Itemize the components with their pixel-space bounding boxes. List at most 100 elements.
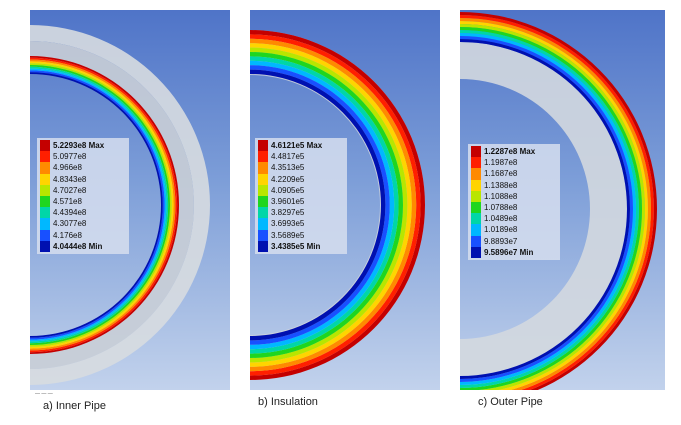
legend-row: 9.8893e7 <box>471 235 557 247</box>
legend-swatch <box>258 240 268 252</box>
legend-swatch <box>40 140 50 152</box>
legend-row: 3.8297e5 <box>258 207 344 219</box>
legend-swatch <box>471 224 481 236</box>
legend-level-value: 3.6993e5 <box>271 219 305 229</box>
legend-row: 5.2293e8 Max <box>40 140 126 152</box>
legend-swatch <box>258 229 268 241</box>
legend-level-value: 4.966e8 <box>53 163 82 173</box>
legend-swatch <box>471 179 481 191</box>
legend-row: 3.4385e5 Min <box>258 240 344 252</box>
legend-level-value: 9.8893e7 <box>484 236 518 246</box>
legend-inner-pipe: 5.2293e8 Max 5.0977e8 4.966e8 4.8343e8 4.702… <box>37 138 129 254</box>
legend-row: 1.0788e8 <box>471 201 557 214</box>
legend-swatch <box>40 240 50 252</box>
legend-row: 4.3513e5 <box>258 162 344 174</box>
legend-row: 4.2209e5 <box>258 173 344 185</box>
insulation-ring-ghost <box>460 42 627 376</box>
legend-swatch <box>258 173 268 185</box>
caption-inner-pipe: a) Inner Pipe <box>43 400 106 412</box>
legend-row: 4.571e8 <box>40 195 126 208</box>
legend-swatch <box>471 190 481 202</box>
legend-row: 4.4394e8 <box>40 207 126 219</box>
legend-level-value: 4.571e8 <box>53 196 82 206</box>
scale-bar-fragment: — — — <box>35 391 53 397</box>
legend-swatch <box>471 157 481 169</box>
legend-level-value: 1.0788e8 <box>484 202 518 212</box>
legend-level-value: 4.3513e5 <box>271 163 305 173</box>
contour-panel-inner-pipe: 5.2293e8 Max 5.0977e8 4.966e8 4.8343e8 4.702… <box>30 10 230 390</box>
legend-level-value: 4.7027e8 <box>53 185 87 195</box>
legend-min-value: 3.4385e5 Min <box>271 241 321 251</box>
legend-row: 9.5896e7 Min <box>471 246 557 258</box>
legend-row: 4.8343e8 <box>40 173 126 185</box>
legend-swatch <box>40 162 50 174</box>
legend-swatch <box>40 218 50 230</box>
legend-level-value: 3.9601e5 <box>271 196 305 206</box>
legend-level-value: 3.8297e5 <box>271 208 305 218</box>
legend-level-value: 4.0905e5 <box>271 185 305 195</box>
legend-row: 3.6993e5 <box>258 218 344 230</box>
legend-swatch <box>258 151 268 163</box>
legend-swatch <box>40 195 50 208</box>
legend-swatch <box>40 184 50 196</box>
legend-outer-pipe: 1.2287e8 Max 1.1987e8 1.1687e8 1.1388e8 1.10… <box>468 144 560 260</box>
legend-row: 4.3077e8 <box>40 218 126 230</box>
legend-row: 1.1388e8 <box>471 179 557 191</box>
legend-row: 1.1088e8 <box>471 190 557 202</box>
legend-level-value: 5.0977e8 <box>53 152 87 162</box>
legend-row: 4.4817e5 <box>258 151 344 163</box>
legend-swatch <box>471 213 481 225</box>
legend-level-value: 4.2209e5 <box>271 174 305 184</box>
legend-row: 1.1687e8 <box>471 168 557 180</box>
legend-row: 3.5689e5 <box>258 229 344 241</box>
legend-level-value: 1.0189e8 <box>484 225 518 235</box>
legend-swatch <box>40 229 50 241</box>
legend-row: 4.6121e5 Max <box>258 140 344 152</box>
legend-row: 4.966e8 <box>40 162 126 174</box>
legend-max-value: 1.2287e8 Max <box>484 147 536 156</box>
legend-swatch <box>258 218 268 230</box>
legend-level-value: 1.1987e8 <box>484 158 518 168</box>
legend-swatch <box>258 140 268 152</box>
legend-level-value: 4.4394e8 <box>53 208 87 218</box>
legend-swatch <box>40 207 50 219</box>
contour-plot-outer-pipe <box>460 12 657 390</box>
legend-level-value: 4.176e8 <box>53 230 82 240</box>
legend-swatch <box>471 246 481 258</box>
legend-row: 1.1987e8 <box>471 157 557 169</box>
legend-swatch <box>471 168 481 180</box>
legend-row: 4.0905e5 <box>258 184 344 196</box>
legend-level-value: 4.4817e5 <box>271 152 305 162</box>
legend-row: 1.2287e8 Max <box>471 146 557 158</box>
legend-row: 5.0977e8 <box>40 151 126 163</box>
legend-swatch <box>40 173 50 185</box>
legend-row: 1.0189e8 <box>471 224 557 236</box>
legend-swatch <box>258 162 268 174</box>
legend-row: 1.0489e8 <box>471 213 557 225</box>
caption-outer-pipe: c) Outer Pipe <box>478 396 543 408</box>
legend-max-value: 5.2293e8 Max <box>53 141 105 150</box>
legend-min-value: 9.5896e7 Min <box>484 247 534 257</box>
contour-panel-outer-pipe: 1.2287e8 Max 1.1987e8 1.1687e8 1.1388e8 1.10… <box>460 10 665 390</box>
legend-row: 4.176e8 <box>40 229 126 241</box>
legend-level-value: 4.3077e8 <box>53 219 87 229</box>
legend-level-value: 4.8343e8 <box>53 174 87 184</box>
legend-swatch <box>471 201 481 214</box>
legend-swatch <box>40 151 50 163</box>
legend-swatch <box>258 195 268 208</box>
caption-insulation: b) Insulation <box>258 396 318 408</box>
legend-level-value: 1.1088e8 <box>484 191 518 201</box>
legend-row: 4.0444e8 Min <box>40 240 126 252</box>
legend-row: 4.7027e8 <box>40 184 126 196</box>
legend-level-value: 3.5689e5 <box>271 230 305 240</box>
legend-swatch <box>471 146 481 158</box>
legend-swatch <box>471 235 481 247</box>
legend-swatch <box>258 184 268 196</box>
legend-min-value: 4.0444e8 Min <box>53 241 103 251</box>
legend-max-value: 4.6121e5 Max <box>271 141 323 150</box>
legend-level-value: 1.0489e8 <box>484 214 518 224</box>
legend-row: 3.9601e5 <box>258 195 344 208</box>
legend-level-value: 1.1388e8 <box>484 180 518 190</box>
legend-level-value: 1.1687e8 <box>484 169 518 179</box>
legend-swatch <box>258 207 268 219</box>
